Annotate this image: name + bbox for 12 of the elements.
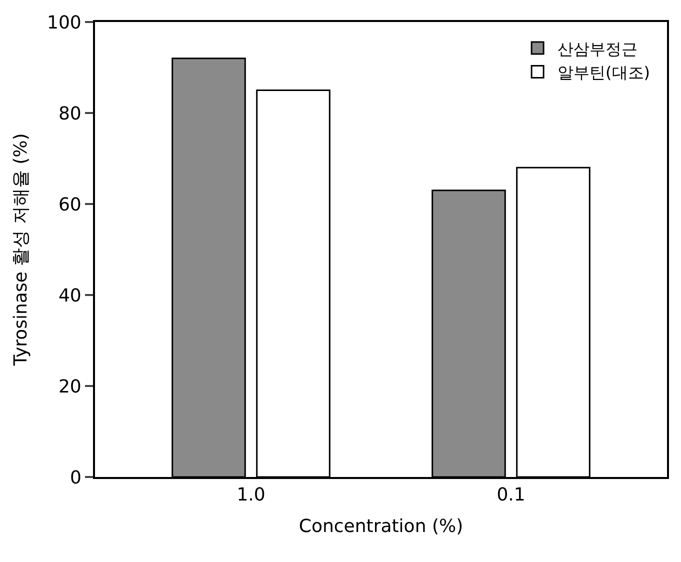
y-tick-label: 20	[58, 376, 82, 398]
legend-label: 산삼부정근	[558, 39, 638, 58]
legend-label: 알부틴(대조)	[558, 63, 650, 82]
y-tick-label: 80	[58, 103, 82, 124]
y-tick-label: 40	[58, 285, 82, 306]
x-tick-label: 1.0	[236, 484, 266, 506]
x-tick-label: 0.1	[496, 484, 526, 506]
y-axis-title: Tyrosinase 활성 저해율 (%)	[10, 133, 32, 367]
y-tick-label: 100	[47, 12, 82, 34]
x-axis-title: Concentration (%)	[298, 516, 464, 538]
y-tick-label: 60	[58, 194, 82, 216]
y-tick-label: 0	[70, 467, 82, 488]
